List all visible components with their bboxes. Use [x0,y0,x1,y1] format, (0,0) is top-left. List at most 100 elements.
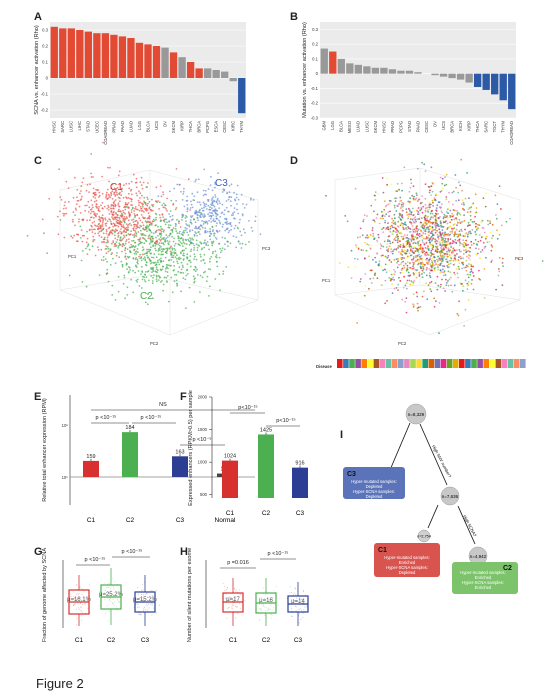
c-point-736 [232,212,234,215]
d-point-1397 [451,290,454,293]
d-point-812 [496,203,499,206]
d-point-700 [389,210,391,213]
c-point-496 [98,194,101,197]
d-point-1243 [356,236,359,239]
c-point-1167 [195,258,198,261]
c-point-1058 [193,218,195,221]
d-point-1103 [464,243,467,245]
h-jitter-0-59 [234,605,236,607]
c-point-1133 [182,241,185,244]
c-point-1425 [111,284,114,287]
d-point-1470 [467,243,469,246]
c-point-897 [190,216,193,219]
d-point-1087 [442,265,444,267]
d-point-1191 [429,189,431,192]
c-point-1399 [122,282,125,285]
d-point-952 [452,247,455,250]
c-point-1343 [148,250,151,253]
c-point-1194 [139,253,142,256]
c-point-1684 [166,266,168,269]
c-point-1415 [119,220,121,222]
d-point-835 [415,256,417,259]
d-point-1229 [378,260,381,263]
c-point-591 [63,214,65,217]
a-bar-20 [221,71,229,78]
d-point-954 [470,206,473,209]
d-point-315 [445,183,448,186]
d-point-59 [384,221,386,224]
c-point-72 [100,259,103,261]
d-point-1481 [383,200,386,203]
c-point-1672 [103,236,106,239]
d-point-530 [461,242,463,245]
d-point-77 [403,266,406,269]
b-bar-8 [388,69,397,74]
c-point-1548 [188,244,191,246]
a-ytick-4: -0.1 [41,92,49,97]
d-point-225 [412,230,415,233]
d-point-154 [421,273,423,275]
g-jitter-2-6 [137,598,139,600]
c-point-618 [88,229,91,232]
c-point-1345 [128,256,131,258]
c-point-1107 [209,258,211,260]
c-point-472 [157,200,160,202]
c-point-1607 [144,239,147,242]
d-point-165 [470,244,473,246]
d-point-1240 [421,195,423,198]
c-point-717 [184,227,187,229]
h-jitter-1-24 [259,607,261,609]
d-point-278 [440,283,442,286]
c-point-864 [201,226,204,229]
g-jitter-2-48 [143,610,144,612]
c-point-1550 [140,233,143,235]
panel-a-label: A [34,11,42,23]
c-point-960 [225,228,228,231]
c-point-1065 [130,278,133,281]
c-point-19 [84,209,87,212]
d-point-885 [412,293,415,296]
d-point-1167 [417,306,420,309]
g-jitter-0-47 [85,603,87,605]
c-point-1270 [146,226,149,229]
d-point-662 [402,226,405,229]
c-point-1596 [171,248,174,251]
d-point-22 [416,209,418,212]
c-point-1295 [157,261,159,264]
d-point-1050 [380,245,383,247]
c-point-1275 [80,237,82,239]
d-point-622 [400,203,403,206]
h-jitter-2-48 [294,592,296,594]
d-point-627 [467,221,470,224]
c-point-1473 [157,253,160,256]
d-point-558 [460,257,462,260]
c-point-1257 [144,273,146,276]
d-point-594 [439,220,442,223]
d-legend-swatch-15 [428,359,435,368]
c-point-217 [137,199,140,202]
h-jitter-1-40 [271,610,273,611]
c-point-1077 [46,252,49,255]
d-point-396 [419,209,421,212]
c-point-1299 [183,249,186,252]
d-point-992 [451,191,454,194]
d-point-1237 [461,267,463,270]
d-point-527 [402,209,404,212]
d-point-1098 [497,268,500,270]
a-cat-3: LIHC [77,121,82,131]
c-point-1686 [135,257,138,259]
c-point-909 [186,199,189,202]
g-jitter-1-10 [112,585,114,587]
d-point-714 [471,229,474,231]
d-point-1093 [471,221,474,223]
d-point-220 [425,282,427,285]
g-jitter-0-10 [75,594,77,596]
h-jitter-2-38 [289,592,291,594]
d-point-1077 [407,226,409,228]
c-point-761 [239,242,241,245]
d-point-956 [423,243,426,246]
d-point-854 [405,244,408,247]
c-point-1480 [209,206,212,209]
